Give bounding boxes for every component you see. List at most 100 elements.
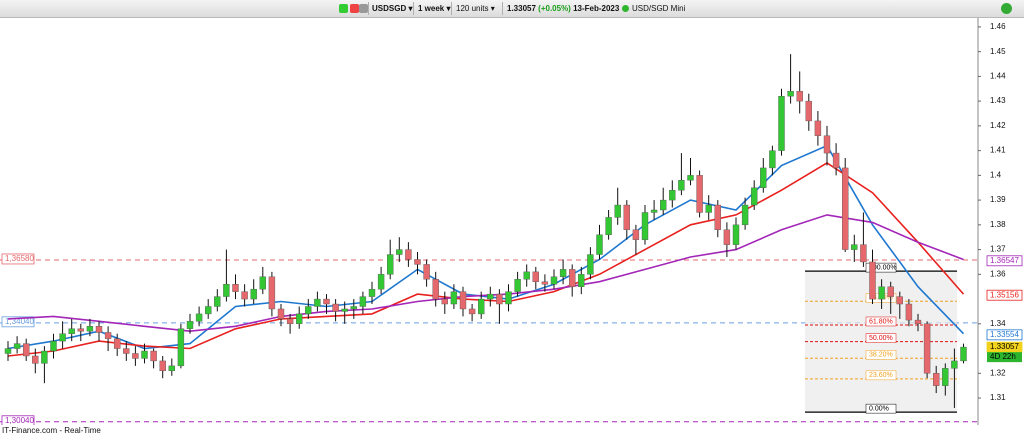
- candle-body: [851, 244, 858, 250]
- candle-body: [59, 333, 66, 342]
- fib-label: 38.20%: [869, 352, 893, 359]
- chart-type-icon[interactable]: [339, 4, 348, 13]
- candle-body: [223, 284, 230, 297]
- candle-body: [614, 204, 621, 218]
- candle-body: [478, 298, 485, 315]
- fib-label-box: [865, 262, 897, 273]
- candle-body: [77, 328, 85, 332]
- price-label: 1.36547: [990, 256, 1019, 265]
- candle-body: [296, 313, 303, 325]
- candle-body: [787, 91, 794, 97]
- fib-label: 100.00%: [869, 264, 897, 271]
- candle-body: [842, 167, 849, 250]
- fib-label: 23.60%: [869, 372, 893, 379]
- y-tick-label: 1.45: [990, 47, 1006, 56]
- moving-average: [7, 162, 965, 357]
- candle-body: [860, 244, 867, 263]
- fib-label-box: [865, 350, 897, 360]
- candle-body: [505, 291, 512, 305]
- chart: 1,365801,340401,30040100.00%78.60%61.80%…: [0, 18, 1024, 425]
- candle-body: [869, 261, 876, 300]
- candle-body: [942, 368, 949, 386]
- fib-label: 61.80%: [869, 318, 893, 325]
- candle-body: [323, 298, 330, 305]
- candle-body: [550, 276, 558, 285]
- y-tick-label: 1.31: [990, 393, 1006, 402]
- candle-body: [714, 204, 721, 230]
- candle-body: [933, 373, 940, 386]
- price-label: 1.35156: [990, 290, 1019, 299]
- candle-body: [432, 279, 439, 300]
- y-tick-label: 1.4: [990, 170, 1002, 179]
- symbol-dropdown[interactable]: USDSGD ▾: [372, 4, 413, 13]
- units-dropdown[interactable]: 120 units ▾: [456, 4, 495, 13]
- candle-body: [532, 271, 539, 282]
- candle-body: [541, 281, 549, 285]
- level-label-box: [1, 316, 35, 328]
- level-label-box: [1, 253, 35, 265]
- candle-body: [159, 360, 166, 372]
- y-tick-label: 1.41: [990, 146, 1006, 155]
- interval-dropdown[interactable]: 1 week ▾: [418, 4, 451, 13]
- candle-body: [305, 306, 312, 315]
- units: 120 units: [456, 4, 489, 13]
- instrument: USD/SGD Mini: [632, 4, 686, 13]
- price: 1.33057: [507, 4, 536, 13]
- candle-body: [687, 175, 694, 181]
- fib-label-box: [865, 333, 897, 343]
- candle-body: [760, 167, 767, 188]
- candle-body: [514, 279, 521, 292]
- price-info: 1.33057 (+0.05%) 13-Feb-2023: [507, 3, 619, 14]
- candle-body: [13, 343, 21, 349]
- candle-body: [268, 276, 276, 310]
- y-tick-label: 1.36: [990, 269, 1006, 278]
- candle-body: [259, 276, 266, 290]
- candle-body: [232, 284, 239, 292]
- symbol: USDSGD: [372, 4, 407, 13]
- candle-body: [241, 291, 248, 300]
- candle-body: [732, 224, 740, 245]
- candle-body: [23, 343, 30, 357]
- level-label: 1,30040: [5, 416, 34, 425]
- candle-body: [4, 348, 12, 354]
- candle-body: [896, 296, 903, 305]
- level-label: 1,34040: [5, 317, 34, 326]
- candle-body: [905, 303, 913, 321]
- y-tick-label: 1.34: [990, 319, 1006, 328]
- y-tick-label: 1.46: [990, 22, 1006, 31]
- candle-body: [914, 319, 922, 325]
- candle-body: [32, 355, 39, 364]
- settings-icon[interactable]: [359, 4, 368, 13]
- footer: IT-Finance.com - Real-Time: [2, 426, 101, 435]
- level-label: 1,36580: [5, 254, 34, 263]
- candle-body: [496, 293, 503, 305]
- candle-body: [723, 229, 731, 245]
- candle-body: [68, 328, 75, 334]
- fib-label: 50.00%: [869, 335, 893, 342]
- candle-body: [805, 100, 812, 122]
- candle-body: [678, 180, 685, 191]
- candle-body: [168, 365, 176, 372]
- y-tick-label: 1.43: [990, 96, 1006, 105]
- y-tick-label: 1.39: [990, 195, 1006, 204]
- candle-body: [250, 288, 257, 300]
- candle-body: [587, 254, 594, 275]
- price-label-box: [986, 329, 1023, 341]
- interval: 1 week: [418, 4, 445, 13]
- candle-body: [441, 298, 448, 305]
- candle-body: [705, 204, 712, 213]
- candle-body: [660, 199, 667, 211]
- indicator-icon[interactable]: [350, 4, 359, 13]
- candle-body: [113, 338, 121, 349]
- date: 13-Feb-2023: [573, 4, 620, 13]
- candle-body: [350, 306, 357, 310]
- candle-body: [177, 328, 185, 367]
- candle-body: [623, 204, 630, 230]
- candle-body: [405, 249, 412, 260]
- candle-body: [214, 296, 221, 307]
- menu-icon[interactable]: [1001, 3, 1012, 14]
- candle-body: [487, 293, 494, 300]
- candle-body: [396, 249, 403, 255]
- y-tick-label: 1.44: [990, 71, 1006, 80]
- candle-body: [923, 323, 931, 374]
